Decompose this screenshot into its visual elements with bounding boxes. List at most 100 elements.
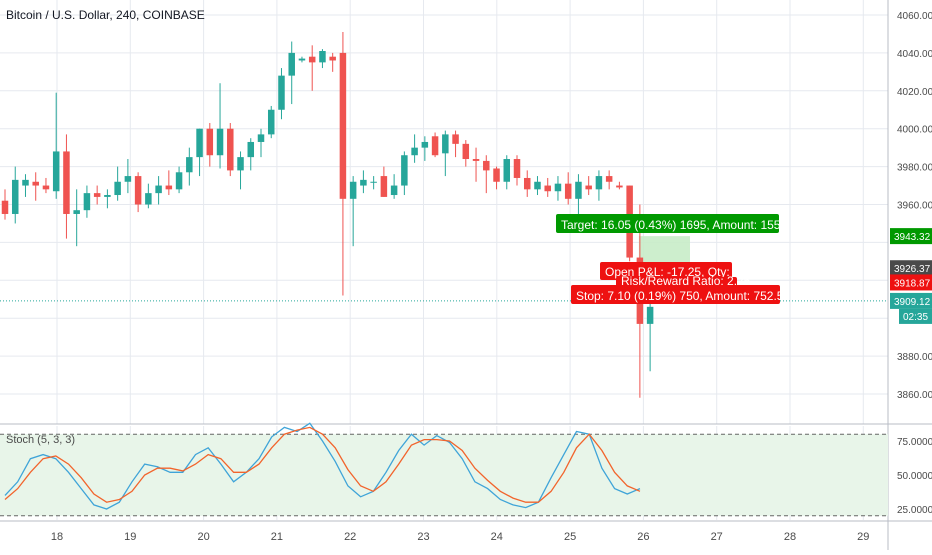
time-tick-label: 21 bbox=[271, 531, 283, 543]
time-tick-label: 20 bbox=[197, 531, 209, 543]
stop-price-badge bbox=[890, 274, 932, 291]
stoch-title: Stoch (5, 3, 3) bbox=[6, 434, 76, 446]
candle-body bbox=[513, 159, 521, 178]
candle-body bbox=[442, 134, 449, 154]
candle-body bbox=[380, 176, 388, 197]
candle-body bbox=[544, 185, 551, 192]
candle-body bbox=[165, 185, 173, 190]
target-label-box bbox=[556, 214, 779, 233]
candle-body bbox=[370, 181, 377, 183]
target-price-badge bbox=[890, 228, 932, 245]
candle-body bbox=[462, 143, 470, 160]
price-tick-label: 3980.00 bbox=[897, 163, 932, 174]
candle-body bbox=[32, 181, 39, 186]
time-tick-label: 26 bbox=[637, 531, 649, 543]
candle-body bbox=[124, 176, 132, 182]
time-tick-label: 22 bbox=[344, 531, 356, 543]
target-label-text: Target: 16.05 (0.43%) 1695, Amount: 1559… bbox=[561, 218, 804, 232]
candle-body bbox=[73, 210, 80, 214]
time-tick-label: 18 bbox=[51, 531, 63, 543]
candle-body bbox=[401, 155, 408, 186]
candle-body bbox=[52, 151, 60, 192]
price-tick-label: 3860.00 bbox=[897, 390, 932, 401]
entry-price-badge bbox=[890, 260, 932, 277]
candle-body bbox=[308, 56, 316, 63]
candle-body bbox=[534, 181, 541, 190]
time-tick-label: 28 bbox=[784, 531, 796, 543]
risk-reward-label-text: Risk/Reward Ratio: 2.26 bbox=[621, 274, 751, 288]
candle-body bbox=[493, 168, 500, 182]
candle-body bbox=[257, 134, 265, 142]
target-price-label: 3943.32 bbox=[894, 232, 931, 243]
candle-body bbox=[646, 306, 654, 324]
price-tick-label: 4060.00 bbox=[897, 11, 932, 22]
time-tick-label: 25 bbox=[564, 531, 576, 543]
open-pnl-label-box bbox=[600, 262, 732, 280]
candle-body bbox=[616, 185, 623, 188]
price-tick-label: 4040.00 bbox=[897, 49, 932, 60]
candle-body bbox=[93, 193, 101, 197]
chart-title: Bitcoin / U.S. Dollar, 240, COINBASE bbox=[6, 8, 205, 22]
stoch-tick-label: 50.0000 bbox=[897, 471, 932, 482]
candle-body bbox=[114, 181, 121, 196]
candle-body bbox=[339, 52, 347, 199]
candle-body bbox=[298, 58, 306, 61]
candle-body bbox=[175, 172, 183, 190]
entry-price-label: 3926.37 bbox=[894, 264, 931, 275]
candle-body bbox=[155, 185, 162, 194]
price-tick-label: 4020.00 bbox=[897, 87, 932, 98]
candle-body bbox=[411, 147, 418, 156]
candle-body bbox=[288, 52, 295, 76]
time-tick-label: 27 bbox=[711, 531, 723, 543]
candle-body bbox=[360, 179, 367, 186]
stop-price-label: 3918.87 bbox=[894, 278, 931, 289]
candle-body bbox=[483, 160, 490, 171]
candle-body bbox=[1, 200, 9, 214]
price-tick-label: 3880.00 bbox=[897, 352, 932, 363]
candle-body bbox=[247, 141, 255, 158]
candle-body bbox=[523, 177, 531, 190]
candle-body bbox=[63, 151, 70, 214]
stoch-band bbox=[0, 434, 888, 516]
candle-body bbox=[452, 134, 459, 144]
candle-body bbox=[104, 195, 111, 197]
candle-body bbox=[349, 181, 357, 199]
candle-body bbox=[42, 185, 50, 190]
candle-body bbox=[216, 128, 224, 156]
stop-label-box bbox=[571, 285, 780, 304]
stop-label-text: Stop: 7.10 (0.19%) 750, Amount: 752.5 bbox=[576, 289, 784, 303]
stoch-d-line bbox=[4, 426, 641, 503]
candle-body bbox=[22, 179, 29, 186]
candle-body bbox=[11, 179, 19, 214]
price-tick-label: 4000.00 bbox=[897, 125, 932, 136]
candle-body bbox=[554, 183, 562, 192]
candle-body bbox=[605, 176, 613, 182]
candle-body bbox=[145, 193, 152, 205]
candle-body bbox=[206, 128, 214, 156]
candle-body bbox=[83, 193, 91, 211]
candle-body bbox=[421, 141, 429, 148]
last-price-label: 3909.12 bbox=[894, 297, 931, 308]
candle-body bbox=[585, 185, 592, 190]
candle-body bbox=[564, 183, 572, 199]
last-price-badge bbox=[890, 292, 932, 309]
candle-body bbox=[278, 75, 285, 110]
candle-body bbox=[227, 128, 234, 171]
time-tick-label: 29 bbox=[857, 531, 869, 543]
candle-body bbox=[472, 159, 480, 161]
countdown-label: 02:35 bbox=[903, 312, 928, 323]
candle-body bbox=[267, 109, 275, 135]
candle-body bbox=[237, 157, 244, 171]
time-tick-label: 23 bbox=[417, 531, 429, 543]
open-pnl-label-text: Open P&L: -17.25, Qty: 33 bbox=[605, 265, 747, 279]
candle-body bbox=[390, 185, 398, 196]
candle-body bbox=[319, 51, 326, 63]
candle-body bbox=[329, 56, 336, 61]
time-tick-label: 24 bbox=[491, 531, 503, 543]
candle-body bbox=[431, 136, 439, 156]
stoch-tick-label: 25.0000 bbox=[897, 505, 932, 516]
stoch-tick-label: 75.0000 bbox=[897, 437, 932, 448]
candle-body bbox=[575, 181, 582, 199]
